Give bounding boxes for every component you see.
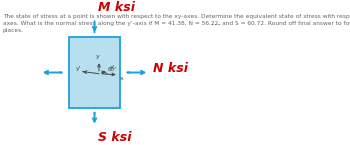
Text: y: y [96, 54, 100, 59]
Bar [69, 37, 120, 108]
Text: y': y' [76, 66, 82, 71]
Text: x: x [120, 76, 124, 81]
Text: 60°: 60° [108, 67, 118, 72]
Text: The state of stress at a point is shown with respect to the xy-axes. Determine t: The state of stress at a point is shown … [3, 14, 350, 33]
Text: N ksi: N ksi [153, 62, 188, 75]
Text: …: … [211, 17, 221, 27]
Text: M ksi: M ksi [98, 1, 135, 14]
Text: x': x' [110, 65, 115, 69]
Text: S ksi: S ksi [98, 131, 131, 144]
